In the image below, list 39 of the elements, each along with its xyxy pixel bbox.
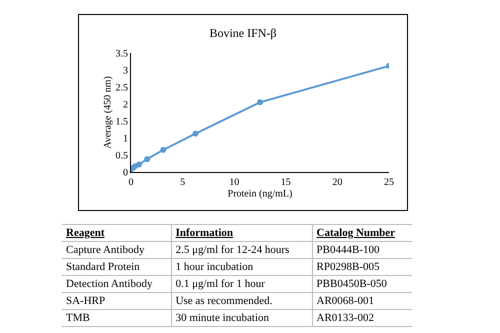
text: 1 hour incubation <box>171 258 312 276</box>
text: PB0444B-100 <box>312 242 412 258</box>
text: TMB <box>62 310 172 326</box>
text: AR0068-001 <box>312 292 412 310</box>
x-axis-title: Protein (ng/mL) <box>228 188 292 200</box>
y-tick-label: 1 <box>123 134 128 144</box>
x-tick-label: 25 <box>384 177 394 188</box>
y-axis-title: Average (450 nm) <box>102 76 114 149</box>
y-tick-label: 0.5 <box>116 150 128 162</box>
x-tick-label: 10 <box>229 177 240 188</box>
x-tick-label: 20 <box>332 177 342 188</box>
text: Standard Protein <box>62 258 172 276</box>
x-tick-label: 15 <box>280 177 291 188</box>
text: Capture Antibody <box>62 242 172 258</box>
point <box>257 99 263 106</box>
text: Information <box>171 224 312 242</box>
y-tick-label: 3.5 <box>116 48 128 60</box>
point <box>192 130 198 137</box>
text: Reagent <box>62 224 172 242</box>
text: 0.1 μg/ml for 1 hour <box>171 276 312 292</box>
y-tick-label: 3 <box>123 66 128 76</box>
text: 2.5 μg/ml for 12-24 hours <box>171 242 312 258</box>
x-tick-label: 5 <box>180 177 186 188</box>
text: 30 minute incubation <box>171 310 312 326</box>
point <box>144 156 150 162</box>
y-tick-label: 2 <box>123 100 128 110</box>
y-tick-label: 0 <box>123 168 128 178</box>
y-tick-label: 2.5 <box>116 82 128 94</box>
chart-title: Bovine IFN-β <box>209 26 277 40</box>
text: PBB0450B-050 <box>312 276 412 292</box>
text: Use as recommended. <box>171 292 312 310</box>
text: Catalog Number <box>312 224 412 242</box>
point <box>136 162 142 168</box>
text: AR0133-002 <box>312 310 412 326</box>
text: SA-HRP <box>62 292 172 310</box>
y-tick-label: 1.5 <box>116 116 128 128</box>
text: Detection Antibody <box>62 276 172 292</box>
text: RP0298B-005 <box>312 258 412 276</box>
point <box>160 146 166 153</box>
